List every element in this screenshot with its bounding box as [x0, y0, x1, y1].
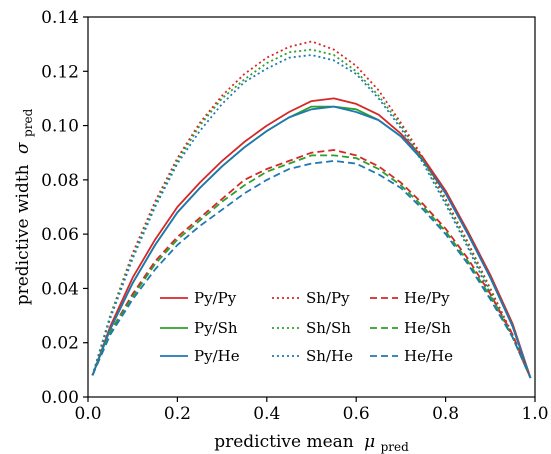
legend: Py/Py Py/Sh Py/He Sh/Py Sh/Sh Sh/He He/Py He/Sh… [160, 289, 453, 365]
legend-label: Sh/Sh [306, 319, 351, 337]
series-line-7 [91, 154, 532, 379]
y-tick-label: 0.00 [41, 388, 79, 408]
series-line-0 [91, 97, 532, 379]
x-axis-label: predictive mean μ pred [214, 432, 409, 454]
legend-label: Py/Sh [194, 319, 238, 337]
y-axis-label: predictive width σ pred [13, 108, 35, 305]
x-axis-label-text: predictive mean [214, 432, 354, 452]
legend-label: Py/He [194, 347, 240, 365]
legend-label: He/Py [404, 289, 450, 307]
y-axis-label-subscript: pred [21, 108, 35, 137]
legend-label: Py/Py [194, 289, 237, 307]
x-tick-label: 0.8 [432, 404, 459, 424]
y-tick-label: 0.14 [41, 8, 79, 28]
axis-ticks: 0.0 0.2 0.4 0.6 0.8 1.0 0.00 0.02 0.04 0.06 0.08 0.… [41, 8, 548, 424]
legend-label: He/Sh [404, 319, 451, 337]
series-line-2 [91, 105, 532, 379]
series-line-5 [91, 54, 532, 379]
x-tick-label: 0.0 [74, 404, 101, 424]
x-axis-label-symbol: μ [364, 432, 375, 452]
legend-label: Sh/He [306, 347, 353, 365]
series-line-8 [91, 159, 532, 379]
y-tick-label: 0.06 [41, 225, 79, 245]
x-tick-label: 1.0 [521, 404, 548, 424]
y-tick-label: 0.08 [41, 171, 79, 191]
plot-lines [91, 40, 532, 379]
series-line-1 [91, 105, 532, 379]
y-axis-label-symbol: σ [13, 142, 33, 154]
x-tick-label: 0.4 [253, 404, 280, 424]
legend-label: Sh/Py [306, 289, 350, 307]
series-line-3 [91, 40, 532, 379]
y-axis-label-text: predictive width [13, 164, 33, 305]
y-tick-label: 0.10 [41, 117, 79, 137]
x-tick-label: 0.2 [164, 404, 191, 424]
y-tick-label: 0.12 [41, 62, 79, 82]
plot-frame [87, 16, 536, 398]
y-tick-label: 0.04 [41, 279, 79, 299]
y-tick-label: 0.02 [41, 334, 79, 354]
legend-label: He/He [404, 347, 453, 365]
x-axis-label-subscript: pred [381, 440, 410, 454]
series-line-6 [91, 149, 532, 379]
x-tick-label: 0.6 [343, 404, 370, 424]
